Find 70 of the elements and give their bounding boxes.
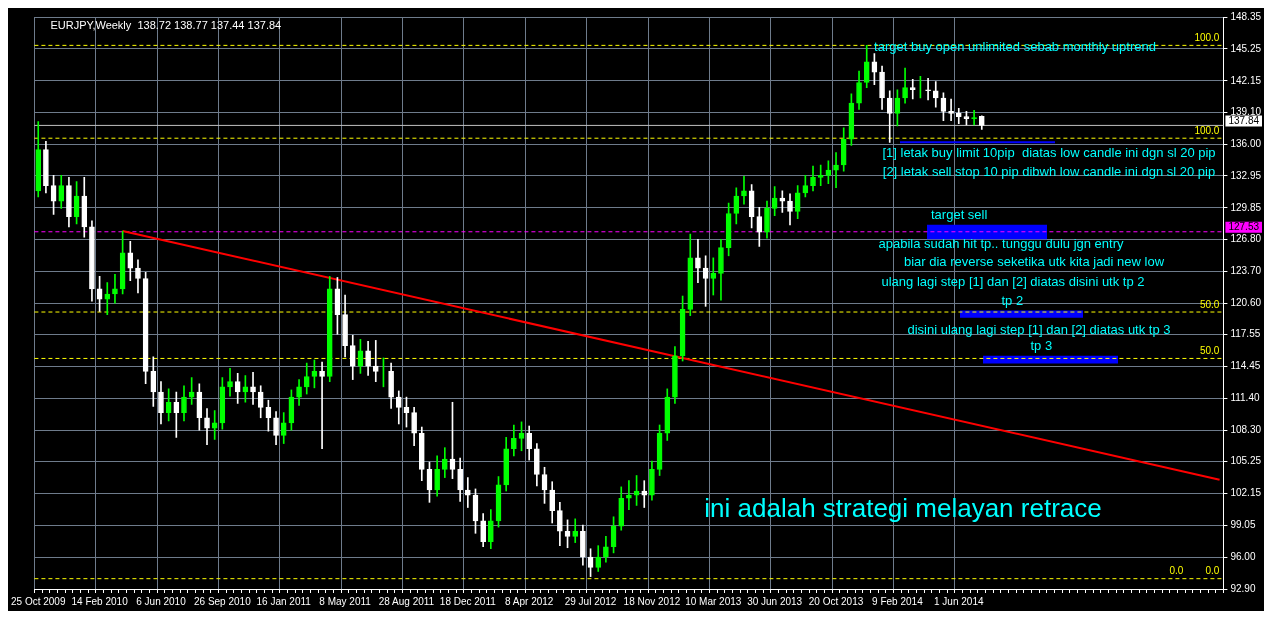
candlestick <box>319 361 325 450</box>
x-tick-label: 10 Mar 2013 <box>685 595 742 607</box>
y-tick-label: 114.45 <box>1230 360 1261 372</box>
candlestick <box>112 274 118 304</box>
x-tick-label: 30 Jun 2013 <box>747 595 803 607</box>
y-tick-label: 136.00 <box>1230 138 1262 150</box>
x-tick-label: 9 Feb 2014 <box>872 595 924 607</box>
x-tick-label: 6 Jun 2010 <box>136 595 187 607</box>
x-tick-label: 8 Apr 2012 <box>505 595 554 607</box>
annotation: 50.0 <box>1199 298 1220 310</box>
candlestick <box>909 79 916 100</box>
candlestick <box>250 372 256 405</box>
candlestick <box>817 164 824 186</box>
y-tick-label: 148.35 <box>1230 10 1262 22</box>
y-tick-label: 123.70 <box>1230 265 1262 277</box>
band-label: target sell <box>931 207 988 223</box>
annotation: apabila sudah hit tp.. tunggu dulu jgn entry <box>878 235 1125 251</box>
candlestick <box>925 78 931 101</box>
y-tick-label: 105.25 <box>1230 455 1262 467</box>
x-tick-label: 26 Sep 2010 <box>193 595 252 607</box>
x-tick-label: 28 Aug 2011 <box>378 595 435 607</box>
y-tick-label: 96.00 <box>1230 550 1256 562</box>
annotation: 50.0 <box>1199 345 1220 357</box>
x-tick-label: 16 Jan 2011 <box>256 595 312 607</box>
annotation: 100.0 <box>1194 124 1220 136</box>
x-tick-label: 1 Jun 2014 <box>934 595 984 607</box>
annotation: [1] letak buy limit 10pip diatas low candle ini dgn sl 20 pip <box>882 144 1216 160</box>
x-tick-label: 14 Feb 2010 <box>71 595 129 607</box>
x-tick-label: 25 Oct 2009 <box>11 595 66 607</box>
y-tick-label: 120.60 <box>1230 297 1262 309</box>
candlestick <box>948 98 954 121</box>
annotation: [2] letak sell stop 10 pip dibwh low candle ini dgn sl 20 pip <box>882 163 1216 179</box>
annotation: 0.0 <box>1169 565 1184 577</box>
annotation: ulang lagi step [1] dan [2] diatas disini utk tp 2 <box>881 273 1145 289</box>
x-tick-label: 18 Nov 2012 <box>623 595 681 607</box>
candlestick <box>173 391 180 438</box>
y-tick-label: 108.30 <box>1230 423 1262 435</box>
candlestick <box>572 518 579 543</box>
chart-title: EURJPY,Weekly 138.72 138.77 137.44 137.84 <box>50 19 282 32</box>
y-tick-label: 126.80 <box>1230 233 1262 245</box>
annotation: disini ulang lagi step [1] dan [2] diatas utk tp 3 <box>907 321 1171 337</box>
candlestick <box>227 367 233 397</box>
annotation: 100.0 <box>1194 32 1220 44</box>
candlestick <box>833 152 839 189</box>
band-label: tp 2 <box>1001 293 1024 309</box>
x-tick-label: 29 Jul 2012 <box>564 595 617 607</box>
y-tick-label: 117.55 <box>1230 328 1261 340</box>
annotation: ini adalah strategi melayan retrace <box>704 493 1102 524</box>
band-label: tp 3 <box>1030 338 1053 354</box>
annotation: target buy open unlimited sebab monthly uptrend <box>874 38 1156 54</box>
y-tick-label: 99.05 <box>1230 519 1256 531</box>
annotation: biar dia reverse seketika utk kita jadi new low <box>903 253 1165 269</box>
y-tick-label: 111.40 <box>1230 391 1260 403</box>
x-tick-label: 18 Dec 2011 <box>439 595 497 607</box>
candlestick <box>710 257 717 296</box>
candlestick <box>626 480 632 510</box>
y-tick-label: 145.25 <box>1230 42 1262 54</box>
candlestick <box>695 238 701 283</box>
y-tick-label: 92.90 <box>1230 582 1256 594</box>
x-tick-label: 8 May 2011 <box>319 595 372 607</box>
ref-line-label: 127.53 <box>1228 221 1260 233</box>
candlestick <box>741 176 747 205</box>
x-tick-label: 20 Oct 2013 <box>808 595 864 607</box>
candlestick <box>372 340 379 382</box>
y-tick-label: 129.85 <box>1230 201 1262 213</box>
y-tick-label: 102.15 <box>1230 487 1262 499</box>
annotation: 0.0 <box>1205 565 1220 577</box>
y-tick-label: 142.15 <box>1230 74 1262 86</box>
ref-line-label: 137.84 <box>1228 114 1260 126</box>
y-tick-label: 132.95 <box>1230 169 1262 181</box>
